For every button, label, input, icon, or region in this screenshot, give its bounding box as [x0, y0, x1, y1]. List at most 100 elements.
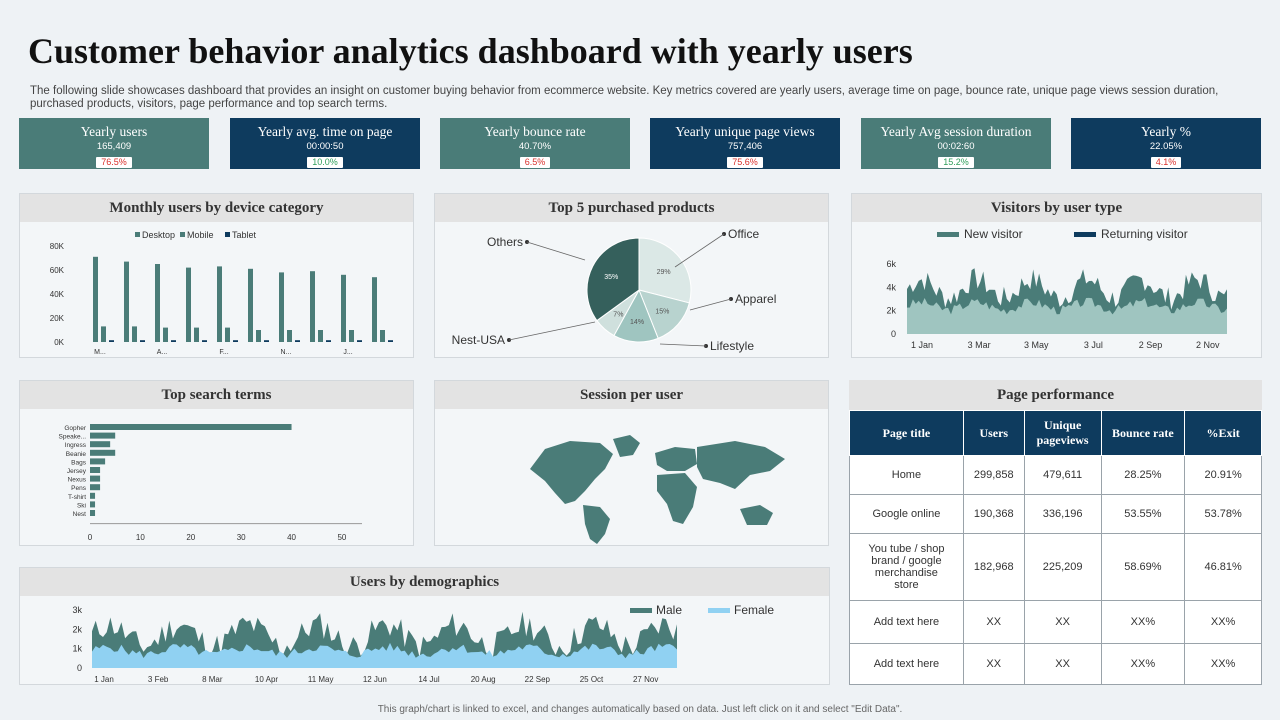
panel-title: Page performance	[849, 380, 1262, 410]
panel-title: Monthly users by device category	[20, 194, 413, 222]
bar-mobile	[132, 326, 137, 342]
kpi-title: Yearly Avg session duration	[880, 124, 1032, 139]
slice-label: 7%	[613, 311, 623, 318]
slice-label: 15%	[655, 309, 669, 316]
legend-swatch	[135, 232, 140, 237]
bar-desktop	[341, 274, 346, 342]
legend-swatch	[1074, 232, 1096, 237]
table-cell: Home	[849, 455, 964, 495]
page-performance-table: Page title Users Unique pageviews Bounce ra…	[849, 410, 1262, 685]
callout-line	[659, 343, 707, 347]
x-tick-label: 3 May	[1024, 340, 1049, 350]
kpi-title: Yearly avg. time on page	[257, 124, 393, 139]
pie-label: Lifestyle	[710, 339, 754, 353]
kpi-value: 757,406	[727, 141, 763, 152]
y-tick-label: Beanie	[66, 451, 87, 458]
table-cell: XX	[962, 600, 1025, 644]
map-greenland	[613, 435, 640, 457]
demo-panel: Users by demographics Male Female 0 1k 2k 3k 1…	[19, 567, 830, 685]
bar-desktop	[279, 272, 284, 342]
page-subtitle: The following slide showcases dashboard …	[30, 85, 1219, 110]
y-tick-label: 2k	[886, 306, 896, 316]
pie-slice	[638, 289, 690, 339]
kpi-card: Yearly avg. time on page 00:00:50 10.0%	[230, 118, 420, 169]
bar-desktop	[124, 261, 129, 342]
legend-label: Returning visitor	[1101, 227, 1188, 241]
legend-label: Mobile	[187, 230, 214, 240]
bar-tablet	[388, 340, 393, 342]
y-tick-label: 80K	[50, 242, 65, 251]
table-cell: XX%	[1184, 600, 1262, 644]
column-header: %Exit	[1184, 410, 1262, 456]
x-tick-label: 0	[88, 533, 93, 542]
table-cell: Google online	[849, 494, 964, 534]
table-row: Home 299,858 479,611 28.25% 20.91%	[849, 455, 1262, 495]
search-bar	[90, 441, 111, 448]
x-tick-label: 1 Jan	[94, 675, 114, 684]
bar-mobile	[318, 330, 323, 342]
y-tick-label: 20K	[50, 314, 65, 323]
callout-line	[508, 321, 596, 341]
x-tick-label: 22 Sep	[525, 675, 551, 684]
x-tick-label: 10	[136, 533, 145, 542]
kpi-change-badge: 10.0%	[307, 157, 343, 168]
x-tick-label: 3 Mar	[968, 340, 991, 350]
y-tick-label: Gopher	[64, 425, 87, 432]
bar-desktop	[248, 268, 253, 342]
visitors-chart: New visitor Returning visitor 0 2k 4k 6k 1 Jan…	[886, 227, 1227, 350]
legend-label: Tablet	[232, 230, 257, 240]
bar-tablet	[171, 340, 176, 342]
table-cell: 190,368	[962, 494, 1025, 534]
slice-label: 35%	[604, 274, 618, 281]
kpi-card: Yearly unique page views 757,406 75.6%	[650, 118, 840, 169]
x-tick-label: N...	[281, 349, 292, 356]
x-tick-label: 20	[186, 533, 195, 542]
kpi-card: Yearly Avg session duration 00:02:60 15.2%	[861, 118, 1051, 169]
x-tick-label: 27 Nov	[633, 675, 658, 684]
panel-title: Users by demographics	[20, 568, 829, 596]
table-cell: 299,858	[962, 455, 1025, 495]
world-map	[530, 435, 785, 544]
kpi-title: Yearly users	[80, 124, 148, 139]
page-title: Customer behavior analytics dashboard wi…	[28, 31, 913, 71]
x-tick-label: 8 Mar	[202, 675, 223, 684]
table-cell: 53.78%	[1184, 494, 1262, 534]
bar-tablet	[357, 340, 362, 342]
table-row: You tube / shop brand / google merchandi…	[849, 533, 1262, 601]
search-panel: Top search terms Gopher Speake... Ingress B…	[19, 380, 414, 546]
table-cell: 336,196	[1023, 494, 1102, 534]
kpi-value: 00:02:60	[937, 141, 975, 152]
table-cell: Add text here	[849, 600, 964, 644]
search-bar	[90, 424, 292, 430]
map-europe	[655, 447, 697, 471]
x-tick-label: 1 Jan	[911, 340, 933, 350]
session-panel: Session per user	[434, 380, 829, 546]
map-africa	[657, 473, 697, 524]
kpi-card: Yearly % 22.05% 4.1%	[1071, 118, 1261, 169]
map-australia	[740, 505, 773, 525]
kpi-value: 00:00:50	[306, 141, 344, 152]
bar-mobile	[256, 330, 261, 342]
column-header: Unique pageviews	[1023, 410, 1102, 456]
table-row: Google online 190,368 336,196 53.55% 53.78%	[849, 494, 1262, 534]
y-tick-label: 6k	[886, 259, 896, 269]
table-cell: 20.91%	[1184, 455, 1262, 495]
kpi-card: Yearly users 165,409 76.5%	[19, 118, 209, 169]
callout-line	[689, 298, 732, 311]
bar-tablet	[233, 340, 238, 342]
table-cell: You tube / shop brand / google merchandi…	[849, 533, 964, 601]
bar-desktop	[93, 256, 98, 342]
y-tick-label: Ski	[77, 502, 86, 509]
search-bar	[90, 484, 101, 491]
bar-tablet	[326, 340, 331, 342]
bar-desktop	[186, 267, 191, 342]
footer-note: This graph/chart is linked to excel, and…	[377, 704, 903, 715]
bar-tablet	[295, 340, 300, 342]
table-cell: XX	[962, 643, 1025, 685]
search-bar	[90, 458, 106, 465]
table-cell: 53.55%	[1100, 494, 1186, 534]
search-bar	[90, 492, 96, 499]
search-bar	[90, 510, 96, 516]
table-row: Add text here XX XX XX% XX%	[849, 643, 1262, 685]
x-tick-label: 10 Apr	[255, 675, 278, 684]
